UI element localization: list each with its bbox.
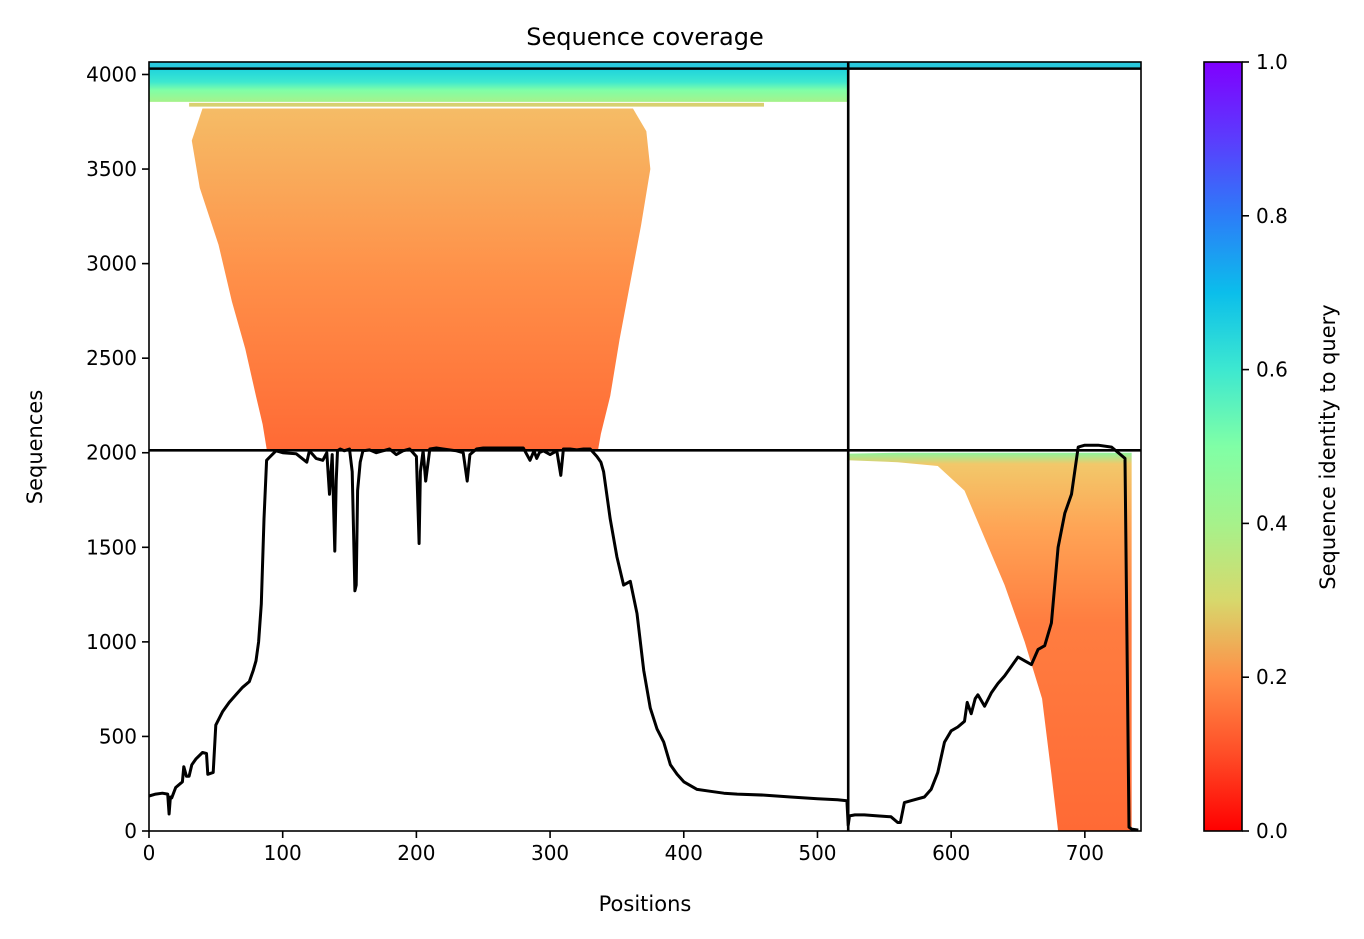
y-tick-label: 500 bbox=[99, 724, 137, 748]
colorbar-axis: 0.0 0.2 0.4 0.6 0.8 1.0 bbox=[1242, 50, 1288, 843]
x-tick-label: 400 bbox=[665, 841, 703, 865]
y-axis-label: Sequences bbox=[23, 390, 47, 505]
y-tick-label: 2500 bbox=[86, 346, 137, 370]
colorbar-tick-label: 1.0 bbox=[1256, 50, 1288, 74]
block-top-strip bbox=[149, 62, 1141, 69]
block-chain-a bbox=[191, 108, 651, 449]
plot-frame bbox=[148, 61, 1142, 832]
colorbar-tick-label: 0.8 bbox=[1256, 204, 1288, 228]
colorbar-tick-label: 0.2 bbox=[1256, 665, 1288, 689]
chain-boundaries bbox=[149, 62, 1141, 831]
y-axis: 0 500 1000 1500 2000 2500 3000 3500 4000 bbox=[86, 62, 149, 843]
colorbar-label: Sequence identity to query bbox=[1316, 304, 1340, 589]
block-chain-b bbox=[848, 452, 1132, 831]
x-tick-label: 500 bbox=[798, 841, 836, 865]
x-tick-label: 300 bbox=[531, 841, 569, 865]
coverage-line bbox=[148, 443, 1139, 832]
y-tick-label: 3000 bbox=[86, 252, 137, 276]
coverage-heatmap bbox=[149, 62, 1141, 831]
colorbar bbox=[1203, 61, 1243, 832]
colorbar-tick-label: 0.6 bbox=[1256, 358, 1288, 382]
y-tick-label: 2000 bbox=[86, 441, 137, 465]
y-tick-label: 4000 bbox=[86, 62, 137, 86]
chart-title: Sequence coverage bbox=[526, 23, 763, 51]
x-axis-label: Positions bbox=[599, 892, 692, 916]
x-tick-label: 200 bbox=[397, 841, 435, 865]
y-tick-label: 1500 bbox=[86, 535, 137, 559]
block-high-identity bbox=[149, 68, 849, 102]
x-tick-label: 600 bbox=[932, 841, 970, 865]
x-tick-label: 0 bbox=[143, 841, 156, 865]
y-tick-label: 3500 bbox=[86, 157, 137, 181]
x-tick-label: 100 bbox=[264, 841, 302, 865]
block-chain-a-top-band bbox=[189, 102, 764, 107]
x-tick-label: 700 bbox=[1066, 841, 1104, 865]
colorbar-tick-label: 0.0 bbox=[1256, 819, 1288, 843]
colorbar-tick-label: 0.4 bbox=[1256, 511, 1288, 535]
x-axis: 0 100 200 300 400 500 600 700 bbox=[143, 831, 1104, 865]
y-tick-label: 1000 bbox=[86, 630, 137, 654]
y-tick-label: 0 bbox=[124, 819, 137, 843]
